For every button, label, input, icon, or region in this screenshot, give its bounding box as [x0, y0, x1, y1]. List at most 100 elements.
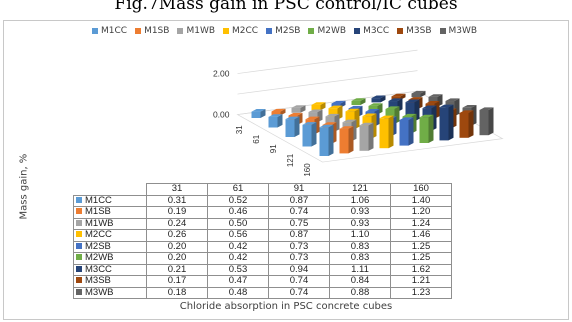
table-column-header: 160 [390, 183, 452, 196]
table-cell: 0.75 [268, 217, 330, 230]
table-cell: 1.21 [390, 275, 452, 288]
legend-label: M1CC [101, 26, 128, 36]
table-cell: 0.20 [146, 240, 208, 253]
series-name: M2CC [85, 229, 112, 241]
bar-front [291, 107, 301, 113]
table-row: M3CC 0.21 0.53 0.94 1.11 1.62 [73, 263, 452, 276]
table-column-header: 31 [146, 183, 208, 196]
legend-key-swatch [76, 265, 82, 272]
table-cell: 0.48 [207, 286, 269, 299]
table-column-header: 61 [207, 183, 269, 196]
table-cell: 1.10 [329, 229, 391, 242]
table-row-label: M3WB [73, 286, 147, 299]
table-cell: 0.73 [268, 252, 330, 265]
table-cell: 0.52 [207, 194, 269, 207]
bar-top [359, 122, 374, 126]
bar-top [345, 108, 360, 112]
bar [271, 108, 286, 116]
bar-front [379, 118, 389, 149]
table-row-label: M1WB [73, 217, 147, 230]
legend-key-swatch [76, 242, 82, 249]
bar-top [385, 106, 400, 110]
gridline [237, 70, 418, 95]
bar-top [322, 122, 337, 125]
legend-item-m1wb: M1WB [177, 24, 215, 38]
legend-label: M2CC [232, 26, 259, 36]
bar-side [300, 105, 306, 113]
bar-top [411, 90, 426, 94]
bar [439, 104, 454, 141]
bar-top [362, 113, 377, 117]
legend-label: M1SB [144, 26, 170, 36]
table-cell: 0.87 [268, 194, 330, 207]
table-corner-cell [73, 183, 147, 196]
bar-front [405, 102, 415, 122]
bar-side [348, 126, 354, 154]
bar-top [351, 98, 366, 101]
bar-side [320, 102, 326, 111]
bar-front [271, 111, 281, 116]
table-cell: 0.42 [207, 252, 269, 265]
bar-side [294, 116, 300, 137]
table-cell: 0.18 [146, 286, 208, 299]
legend-label: M2WB [317, 26, 347, 36]
bar-front [268, 116, 278, 128]
bar-front [459, 112, 469, 138]
bar-top [399, 117, 414, 120]
bar-top [339, 126, 354, 129]
table-cell: 0.74 [268, 286, 330, 299]
bar-top [371, 95, 386, 99]
bar-top [365, 109, 380, 112]
bar-front [391, 96, 401, 100]
table-cell: 0.20 [146, 252, 208, 265]
table-cell: 0.31 [146, 194, 208, 207]
legend-swatch [92, 28, 98, 34]
bar-top [308, 109, 323, 113]
table-cell: 0.47 [207, 275, 269, 288]
table-cell: 1.23 [390, 286, 452, 299]
table-cell: 0.19 [146, 206, 208, 219]
bar-top [479, 107, 494, 110]
legend-key-swatch [76, 208, 82, 215]
bar-front [371, 98, 381, 103]
bar [371, 95, 386, 103]
figure-title: Fig.7Mass gain in PSC control/IC cubes [114, 0, 458, 14]
table-row-label: M2SB [73, 240, 147, 253]
series-name: M3CC [85, 263, 112, 275]
table-cell: 1.40 [390, 194, 452, 207]
bar-front [311, 104, 321, 111]
bar [379, 115, 394, 149]
table-row-label: M3SB [73, 275, 147, 288]
bar-top [285, 116, 300, 120]
bar-side [408, 117, 414, 146]
bar [251, 109, 266, 118]
table-cell: 1.11 [329, 263, 391, 276]
table-cell: 0.46 [207, 206, 269, 219]
legend-key-swatch [76, 288, 82, 295]
y-axis-label: Mass gain, % [18, 153, 30, 220]
bar-top [342, 119, 357, 123]
table-cell: 1.20 [390, 206, 452, 219]
table-row-label: M2WB [73, 252, 147, 265]
category-tick-label: 160 [303, 163, 312, 177]
legend-item-m1sb: M1SB [135, 24, 169, 38]
table-cell: 1.62 [390, 263, 452, 276]
legend-key-swatch [76, 231, 82, 238]
table-cell: 0.21 [146, 263, 208, 276]
bar-top [368, 103, 383, 106]
bar-front [399, 119, 409, 146]
table-cell: 0.17 [146, 275, 208, 288]
legend-swatch [223, 28, 230, 34]
legend-label: M3CC [363, 26, 390, 36]
legend-swatch [354, 28, 361, 34]
bar-top [319, 124, 334, 128]
chart-legend: M1CC M1SB M1WB M2CC M2SB M2WB M3CC M3SB M3WB [92, 24, 572, 38]
table-row-label: M2CC [73, 229, 147, 242]
table-row: M2CC 0.26 0.56 0.87 1.10 1.46 [73, 229, 452, 242]
bar [285, 116, 300, 137]
category-tick-label: 31 [235, 125, 244, 134]
bar-front [439, 107, 449, 141]
series-name: M1CC [85, 194, 112, 206]
legend-label: M3SB [406, 26, 432, 36]
bar-top [388, 98, 403, 102]
